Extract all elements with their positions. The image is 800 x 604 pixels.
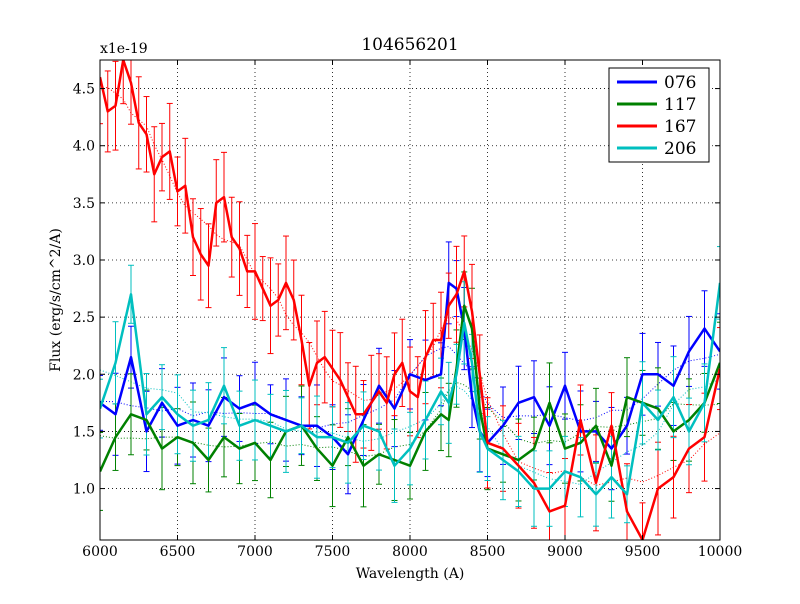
- legend-label-206: 206: [664, 139, 696, 159]
- chart-title: 104656201: [361, 35, 458, 55]
- x-tick-label: 7000: [237, 544, 273, 560]
- x-tick-label: 8000: [392, 544, 428, 560]
- error-bar-167: [717, 327, 720, 411]
- y-tick-label: 2.0: [73, 367, 95, 383]
- series-line-167: [100, 60, 720, 540]
- y-tick-label: 3.0: [73, 253, 95, 269]
- axis-ticks: 6000 6500 7000 7500 8000 8500 9000 9500 10000 1.0…: [73, 60, 743, 560]
- x-tick-label: 10000: [698, 544, 743, 560]
- series-line-117: [100, 304, 720, 472]
- y-scale-label: x1e-19: [100, 41, 148, 57]
- x-tick-label: 8500: [470, 544, 506, 560]
- x-tick-label: 7500: [315, 544, 351, 560]
- y-axis-label: Flux (erg/s/cm^2/A): [48, 228, 64, 372]
- error-bar-117: [100, 431, 103, 511]
- legend-label-117: 117: [664, 95, 696, 115]
- error-bar-167: [120, 60, 127, 105]
- error-bar-117: [717, 321, 720, 404]
- legend-label-167: 167: [664, 117, 696, 137]
- series-line-076: [100, 281, 720, 456]
- y-tick-label: 4.5: [73, 82, 95, 98]
- y-tick-label: 2.5: [73, 310, 95, 326]
- error-bar-206: [717, 246, 720, 320]
- error-bar-167: [100, 60, 103, 125]
- legend-label-076: 076: [664, 73, 696, 93]
- y-tick-label: 4.0: [73, 139, 95, 155]
- series-lines: [100, 60, 720, 540]
- error-bar-076: [717, 313, 720, 390]
- y-tick-label: 1.0: [73, 482, 95, 498]
- x-tick-label: 9500: [625, 544, 661, 560]
- y-tick-label: 3.5: [73, 196, 95, 212]
- fit-line-167: [100, 86, 720, 486]
- series-line-206: [100, 282, 720, 496]
- x-axis-label: Wavelength (A): [356, 566, 465, 582]
- x-tick-label: 6500: [160, 544, 196, 560]
- x-tick-label: 6000: [82, 544, 118, 560]
- y-tick-label: 1.5: [73, 424, 95, 440]
- legend-box: [608, 67, 710, 163]
- error-bar-206: [100, 378, 103, 439]
- error-bar-076: [100, 374, 103, 431]
- x-tick-label: 9000: [547, 544, 583, 560]
